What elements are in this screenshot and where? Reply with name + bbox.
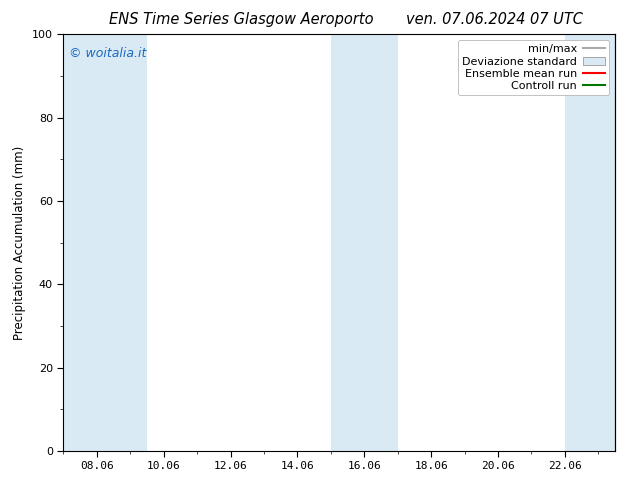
Text: ENS Time Series Glasgow Aeroporto: ENS Time Series Glasgow Aeroporto xyxy=(108,12,373,27)
Bar xyxy=(331,34,398,451)
Bar xyxy=(565,34,615,451)
Text: © woitalia.it: © woitalia.it xyxy=(69,47,146,60)
Bar xyxy=(63,34,147,451)
Text: ven. 07.06.2024 07 UTC: ven. 07.06.2024 07 UTC xyxy=(406,12,583,27)
Y-axis label: Precipitation Accumulation (mm): Precipitation Accumulation (mm) xyxy=(13,146,27,340)
Legend: min/max, Deviazione standard, Ensemble mean run, Controll run: min/max, Deviazione standard, Ensemble m… xyxy=(458,40,609,96)
